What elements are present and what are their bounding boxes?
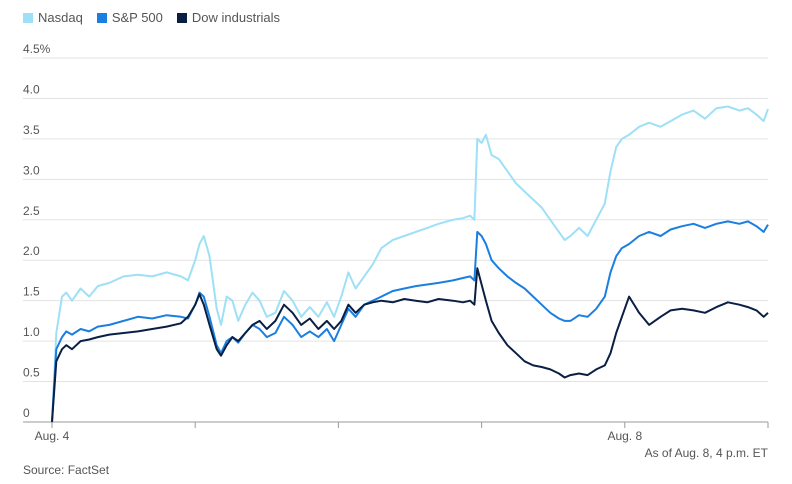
legend-label-nasdaq: Nasdaq	[38, 10, 83, 25]
y-tick-label: 0.5	[23, 366, 40, 380]
legend-swatch-dow	[176, 12, 187, 23]
y-tick-label: 1.0	[23, 325, 40, 339]
y-tick-label: 1.5	[23, 285, 40, 299]
legend-label-sp500: S&P 500	[111, 10, 163, 25]
y-tick-label: 3.5	[23, 123, 40, 137]
legend-swatch-nasdaq	[23, 12, 33, 23]
source-note: Source: FactSet	[23, 463, 110, 477]
series-line-2	[51, 267, 769, 423]
gridlines	[23, 57, 768, 383]
y-tick-label: 4.0	[23, 82, 40, 96]
legend-swatch-sp500	[96, 12, 107, 23]
series-line-0	[51, 105, 769, 423]
x-axis: Aug. 4 Aug. 8	[23, 421, 769, 443]
legend-item-dow: Dow industrials	[176, 10, 281, 25]
legend: Nasdaq S&P 500 Dow industrials	[23, 10, 280, 25]
y-tick-label: 2.5	[23, 204, 40, 218]
x-tick-label: Aug. 8	[607, 429, 642, 443]
y-axis-labels: 0 0.5 1.0 1.5 2.0 2.5 3.0 3.5 4.0 4.5%	[23, 42, 51, 420]
legend-label-dow: Dow industrials	[191, 10, 281, 25]
legend-item-sp500: S&P 500	[96, 10, 163, 25]
x-tick-label: Aug. 4	[35, 429, 70, 443]
y-tick-label: 0	[23, 406, 30, 420]
legend-item-nasdaq: Nasdaq	[23, 10, 83, 25]
y-tick-label: 3.0	[23, 163, 40, 177]
series-line-1	[51, 220, 769, 423]
y-tick-label: 4.5%	[23, 42, 51, 56]
as-of-note: As of Aug. 8, 4 p.m. ET	[644, 446, 768, 460]
y-tick-label: 2.0	[23, 244, 40, 258]
series-lines	[51, 105, 769, 423]
